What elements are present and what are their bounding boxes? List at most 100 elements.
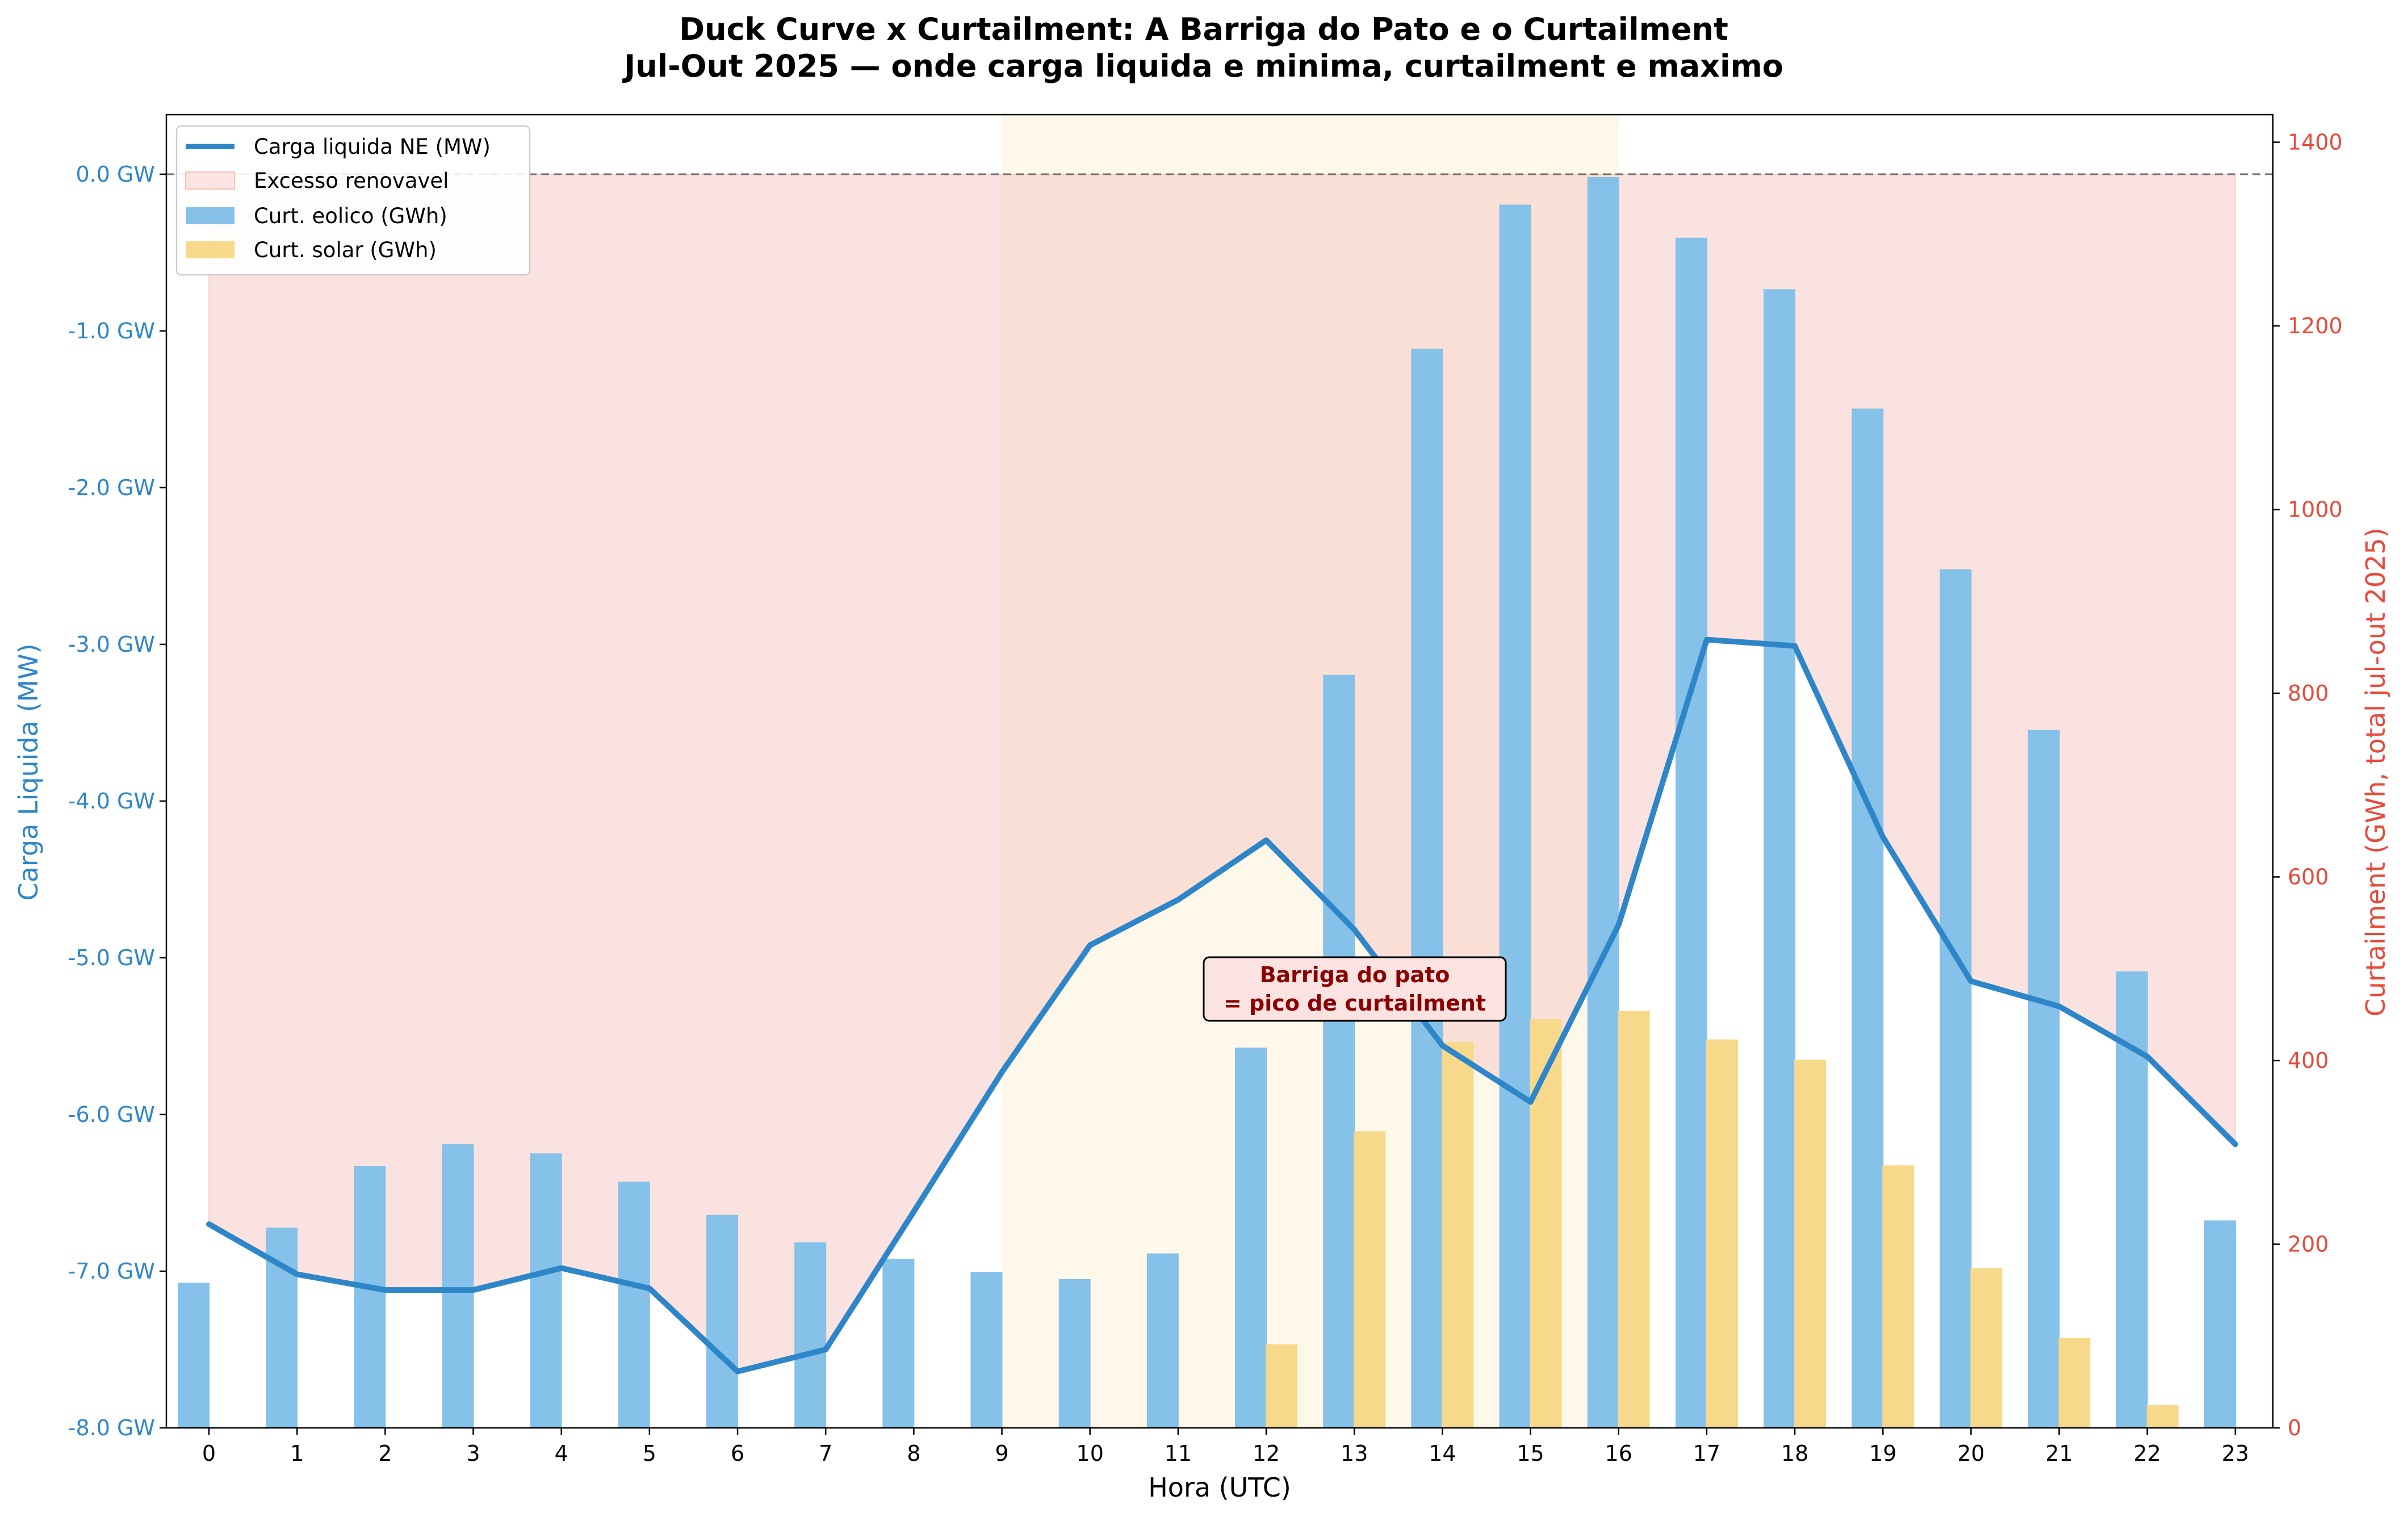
legend-label-solar: Curt. solar (GWh) xyxy=(254,238,437,262)
x-tick-label: 8 xyxy=(907,1441,920,1466)
wind-curtailment-bar-h11 xyxy=(1146,1253,1179,1428)
wind-curtailment-bar-h7 xyxy=(794,1242,827,1428)
legend-label-wind: Curt. eolico (GWh) xyxy=(254,204,447,228)
net-load-line xyxy=(206,636,2238,1375)
wind-curtailment-bar-h16 xyxy=(1587,177,1619,1428)
x-axis-ticks: 0 1 2 3 4 5 6 7 8 9 10 11 12 13 14 15 16 17 18 19 20 21 22 23 xyxy=(202,1428,2249,1466)
wind-curtailment-bar-h15 xyxy=(1499,204,1531,1428)
wind-curtailment-bar-h8 xyxy=(882,1259,915,1428)
x-tick-label: 17 xyxy=(1693,1441,1720,1466)
x-tick-label: 21 xyxy=(2045,1441,2072,1466)
x-tick-label: 0 xyxy=(202,1441,216,1466)
wind-curtailment-bar-h9 xyxy=(970,1272,1003,1428)
annotation-box: Barriga do pato = pico de curtailment xyxy=(1203,956,1507,1022)
x-tick-label: 1 xyxy=(290,1441,304,1466)
x-tick-label: 7 xyxy=(819,1441,832,1466)
wind-curtailment-bar-h17 xyxy=(1675,237,1707,1428)
left-tick-label: -5.0 GW xyxy=(68,945,155,970)
x-tick-label: 15 xyxy=(1517,1441,1544,1466)
x-tick-label: 16 xyxy=(1605,1441,1632,1466)
x-tick-label: 23 xyxy=(2222,1441,2249,1466)
wind-curtailment-bar-h6 xyxy=(706,1214,739,1428)
legend-swatch-excess xyxy=(185,171,235,190)
x-axis-label: Hora (UTC) xyxy=(1148,1472,1291,1503)
wind-curtailment-bar-h19 xyxy=(1852,408,1884,1428)
left-tick-label: -7.0 GW xyxy=(68,1259,155,1284)
wind-curtailment-bar-h0 xyxy=(178,1283,210,1428)
left-tick-label: -4.0 GW xyxy=(68,789,155,814)
x-tick-label: 4 xyxy=(555,1441,568,1466)
solar-curtailment-bar-h20 xyxy=(1970,1268,2003,1428)
left-axis-label: Carga Liquida (MW) xyxy=(13,643,44,900)
wind-curtailment-bar-h5 xyxy=(618,1181,650,1428)
wind-curtailment-bar-h2 xyxy=(354,1166,386,1428)
chart-subtitle: Jul-Out 2025 — onde carga liquida e mini… xyxy=(622,48,1783,84)
legend-label-net-load: Carga liquida NE (MW) xyxy=(254,135,491,159)
x-tick-label: 20 xyxy=(1957,1441,1984,1466)
solar-curtailment-bar-h18 xyxy=(1794,1059,1827,1428)
legend-frame xyxy=(175,125,531,276)
plot-frame xyxy=(165,114,2274,1429)
solar-curtailment-bar-h16 xyxy=(1618,1011,1650,1428)
wind-curtailment-bar-h18 xyxy=(1764,289,1796,1428)
left-axis-ticks: 0.0 GW -1.0 GW -2.0 GW -3.0 GW -4.0 GW -5.0 G… xyxy=(68,162,166,1440)
solar-curtailment-bar-h12 xyxy=(1266,1344,1298,1428)
right-tick-label: 1000 xyxy=(2288,497,2343,522)
right-tick-label: 200 xyxy=(2288,1232,2329,1257)
right-tick-label: 1400 xyxy=(2288,130,2343,155)
x-tick-label: 19 xyxy=(1869,1441,1896,1466)
wind-curtailment-bar-h3 xyxy=(442,1144,474,1428)
right-tick-label: 1200 xyxy=(2288,313,2343,338)
right-tick-label: 0 xyxy=(2288,1415,2301,1440)
x-tick-label: 5 xyxy=(643,1441,656,1466)
solar-curtailment-bar-h22 xyxy=(2146,1405,2179,1428)
bars-layer xyxy=(178,177,2236,1428)
annotation-line1: Barriga do pato xyxy=(1260,962,1450,987)
solar-curtailment-bar-h13 xyxy=(1354,1131,1386,1428)
annotation-line2: = pico de curtailment xyxy=(1224,991,1486,1016)
wind-curtailment-bar-h20 xyxy=(1940,569,1972,1428)
legend-swatch-wind xyxy=(186,207,234,224)
x-tick-label: 22 xyxy=(2134,1441,2161,1466)
right-axis-ticks: 0 200 400 600 800 1000 1200 1400 xyxy=(2273,130,2343,1440)
solar-curtailment-bar-h19 xyxy=(1882,1165,1915,1428)
wind-curtailment-bar-h10 xyxy=(1058,1279,1091,1428)
x-tick-label: 3 xyxy=(466,1441,480,1466)
wind-curtailment-bar-h4 xyxy=(530,1153,562,1428)
solar-curtailment-bar-h17 xyxy=(1706,1039,1738,1428)
x-tick-label: 14 xyxy=(1429,1441,1456,1466)
wind-curtailment-bar-h13 xyxy=(1323,674,1355,1428)
legend-swatch-solar xyxy=(186,241,234,258)
x-tick-label: 10 xyxy=(1077,1441,1104,1466)
wind-curtailment-bar-h21 xyxy=(2028,730,2060,1428)
wind-curtailment-bar-h14 xyxy=(1411,349,1443,1428)
left-tick-label: 0.0 GW xyxy=(76,162,155,187)
x-tick-label: 12 xyxy=(1253,1441,1280,1466)
x-tick-label: 2 xyxy=(378,1441,392,1466)
chart-title: Duck Curve x Curtailment: A Barriga do P… xyxy=(679,11,1728,47)
wind-curtailment-bar-h23 xyxy=(2204,1220,2236,1428)
right-tick-label: 400 xyxy=(2288,1048,2329,1073)
solar-curtailment-bar-h21 xyxy=(2058,1338,2091,1428)
annotation-frame xyxy=(1203,956,1507,1022)
legend: Carga liquida NE (MW) Excesso renovavel … xyxy=(175,125,531,276)
left-tick-label: -6.0 GW xyxy=(68,1102,155,1127)
left-tick-label: -3.0 GW xyxy=(68,632,155,657)
wind-curtailment-bar-h12 xyxy=(1235,1047,1267,1428)
x-tick-label: 9 xyxy=(995,1441,1008,1466)
x-tick-label: 11 xyxy=(1165,1441,1192,1466)
net-load-line-layer xyxy=(206,636,2238,1375)
right-axis-label: Curtailment (GWh, total jul-out 2025) xyxy=(2360,527,2391,1016)
x-tick-label: 18 xyxy=(1781,1441,1808,1466)
right-tick-label: 800 xyxy=(2288,681,2329,706)
left-tick-label: -2.0 GW xyxy=(68,475,155,500)
solar-curtailment-bar-h15 xyxy=(1530,1019,1562,1428)
right-tick-label: 600 xyxy=(2288,865,2329,890)
left-tick-label: -8.0 GW xyxy=(68,1415,155,1440)
x-tick-label: 13 xyxy=(1341,1441,1368,1466)
x-tick-label: 6 xyxy=(731,1441,744,1466)
solar-curtailment-bar-h14 xyxy=(1442,1042,1474,1428)
legend-label-excess: Excesso renovavel xyxy=(254,169,449,193)
left-tick-label: -1.0 GW xyxy=(68,319,155,343)
